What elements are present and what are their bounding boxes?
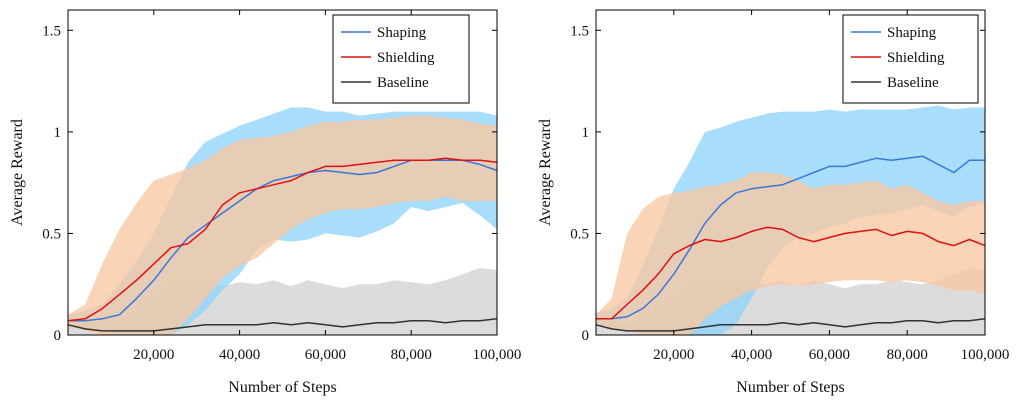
y-tick-label: 1.5 bbox=[570, 23, 589, 39]
chart-panel-2: 20,000 40,000 60,000 80,000 100,000 Number of… bbox=[537, 9, 1009, 396]
legend-box bbox=[842, 14, 979, 104]
legend-label-shaping: Shaping bbox=[887, 25, 937, 41]
x-tick-label: 40,000 bbox=[219, 347, 260, 363]
legend-label-shielding: Shielding bbox=[377, 50, 435, 66]
line-shielding bbox=[596, 226, 986, 320]
x-tick-label: 20,000 bbox=[653, 347, 694, 363]
y-axis-label: Average Reward bbox=[537, 119, 554, 226]
band-shielding bbox=[68, 115, 497, 335]
legend-label-shielding: Shielding bbox=[887, 50, 945, 66]
x-tick-label: 80,000 bbox=[887, 347, 928, 363]
y-axis: 0 0.5 1 1.5 Average Reward bbox=[537, 23, 985, 344]
x-tick-label: 40,000 bbox=[731, 347, 772, 363]
legend-box bbox=[332, 14, 470, 104]
x-tick-label: 100,000 bbox=[961, 347, 1010, 363]
y-tick-label: 0 bbox=[54, 328, 62, 344]
y-tick-label: 1 bbox=[54, 125, 62, 141]
confidence-bands bbox=[596, 105, 985, 335]
x-tick-label: 60,000 bbox=[809, 347, 850, 363]
band-shielding bbox=[596, 172, 985, 335]
line-shielding bbox=[67, 157, 498, 322]
x-tick-label: 20,000 bbox=[133, 347, 174, 363]
legend-label-baseline: Baseline bbox=[377, 75, 429, 91]
chart-panel-1: 20,000 40,000 60,000 80,000 100,000 Number of… bbox=[9, 9, 521, 396]
x-axis-label: Number of Steps bbox=[736, 379, 844, 396]
line-baseline bbox=[595, 318, 986, 332]
x-tick-label: 80,000 bbox=[391, 347, 432, 363]
legend: Shaping Shielding Baseline bbox=[842, 14, 979, 104]
confidence-bands bbox=[68, 107, 497, 335]
y-axis-label: Average Reward bbox=[9, 119, 26, 226]
line-shaping bbox=[596, 155, 985, 320]
y-tick-label: 0.5 bbox=[570, 226, 589, 242]
y-tick-label: 0 bbox=[582, 328, 590, 344]
plot-frame bbox=[67, 9, 498, 336]
x-tick-label: 60,000 bbox=[305, 347, 346, 363]
series-lines bbox=[67, 157, 498, 332]
plot-frame bbox=[595, 9, 986, 336]
series-lines bbox=[595, 155, 986, 332]
x-axis: 20,000 40,000 60,000 80,000 100,000 Number of… bbox=[653, 10, 1009, 396]
x-axis-label: Number of Steps bbox=[228, 379, 336, 396]
x-tick-label: 100,000 bbox=[473, 347, 522, 363]
y-tick-label: 0.5 bbox=[42, 226, 61, 242]
legend-label-baseline: Baseline bbox=[887, 75, 939, 91]
y-axis: 0 0.5 1 1.5 Average Reward bbox=[9, 23, 497, 344]
y-tick-label: 1.5 bbox=[42, 23, 61, 39]
legend: Shaping Shielding Baseline bbox=[332, 14, 470, 104]
x-axis: 20,000 40,000 60,000 80,000 100,000 Number of… bbox=[133, 10, 521, 396]
legend-label-shaping: Shaping bbox=[377, 25, 427, 41]
line-baseline bbox=[67, 318, 498, 332]
y-tick-label: 1 bbox=[582, 125, 590, 141]
